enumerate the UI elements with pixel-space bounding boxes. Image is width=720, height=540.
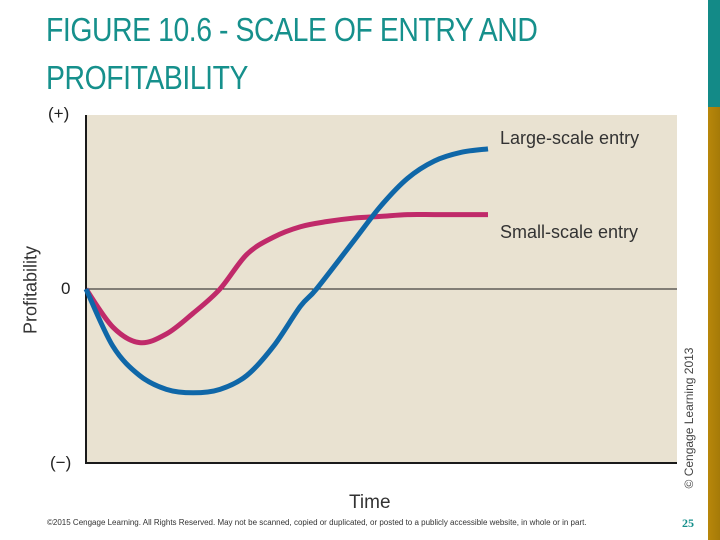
y-tick-positive: (+): [48, 104, 70, 123]
y-axis-label: Profitability: [20, 245, 41, 335]
series-small-scale-entry: [83, 211, 488, 346]
accent-bar-bottom: [708, 107, 720, 540]
x-axis-label: Time: [349, 492, 391, 513]
copyright-footer: ©2015 Cengage Learning. All Rights Reser…: [47, 518, 587, 527]
accent-bar-top: [708, 0, 720, 107]
y-tick-zero: 0: [61, 279, 71, 298]
series-large-scale-entry: [83, 146, 489, 396]
y-tick-negative: (−): [50, 453, 72, 472]
legend-large-scale-entry: Large-scale entry: [500, 128, 640, 148]
legend-small-scale-entry: Small-scale entry: [500, 222, 639, 242]
slide-title: FIGURE 10.6 - SCALE OF ENTRY AND PROFITA…: [46, 6, 665, 102]
page-number: 25: [682, 516, 694, 530]
image-credit: © Cengage Learning 2013: [682, 347, 696, 489]
title-line-2: PROFITABILITY: [46, 59, 249, 96]
title-line-1: FIGURE 10.6 - SCALE OF ENTRY AND: [46, 11, 538, 48]
